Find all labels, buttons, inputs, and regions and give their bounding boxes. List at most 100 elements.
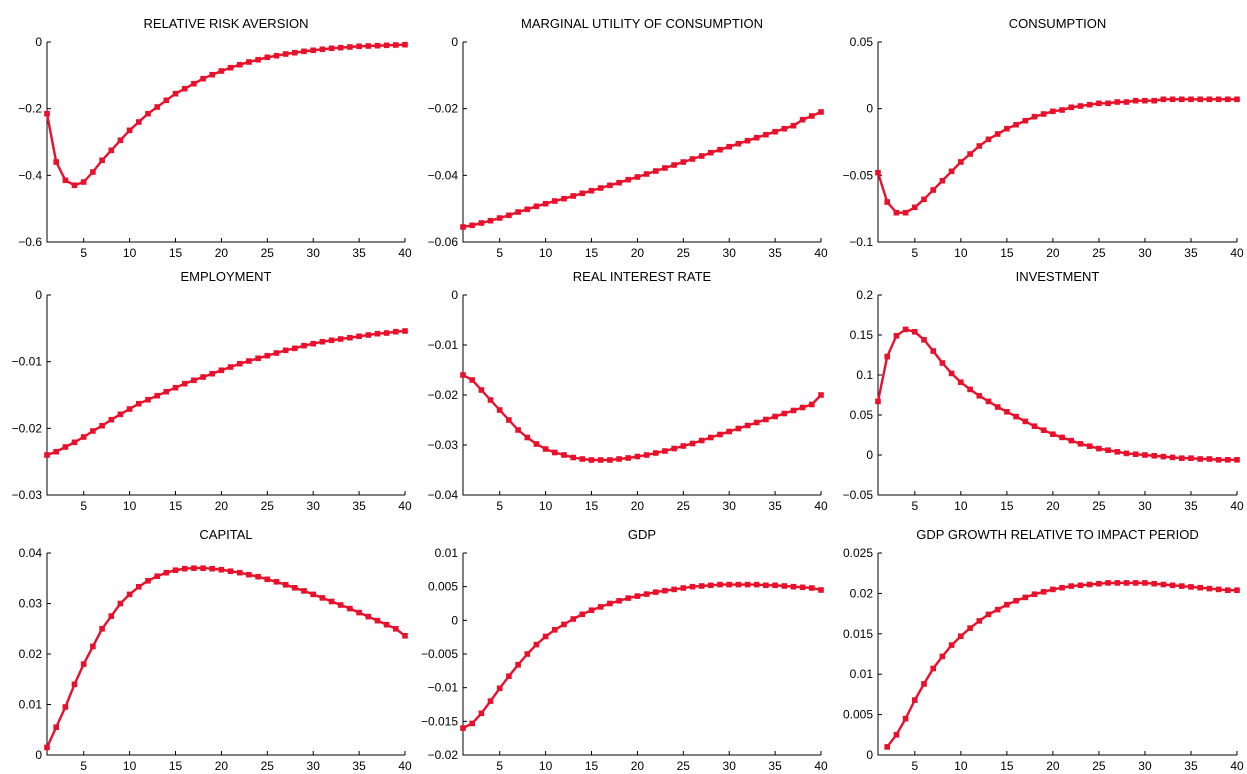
y-tick-label: −0.6 (18, 235, 42, 249)
data-point (99, 422, 105, 429)
data-point (200, 565, 206, 571)
data-point (218, 566, 225, 573)
series-line (462, 110, 822, 229)
data-point (402, 633, 408, 639)
data-point (948, 642, 955, 648)
data-point (136, 119, 142, 125)
data-point (393, 328, 399, 335)
y-tick-label: 0.04 (19, 546, 43, 560)
x-tick-label: 40 (398, 246, 412, 260)
data-point (607, 457, 613, 463)
chart-panel-2: MARGINAL UTILITY OF CONSUMPTION 5 10 15 20 25… (428, 16, 828, 260)
y-tick-label: 0.005 (428, 580, 458, 594)
data-point (487, 698, 494, 704)
data-point (163, 388, 170, 395)
x-tick-label: 25 (1092, 246, 1106, 260)
y-tick-label: −0.01 (428, 338, 459, 352)
data-point (1096, 100, 1102, 107)
x-tick-label: 35 (1184, 759, 1198, 773)
data-point (1151, 580, 1157, 587)
y-tick-label: 0.01 (19, 698, 43, 712)
x-tick-label: 10 (123, 499, 137, 513)
panel-title: INVESTMENT (1016, 269, 1100, 284)
data-point (80, 661, 87, 667)
data-point (1096, 580, 1102, 587)
data-point (930, 348, 936, 354)
data-point (799, 116, 806, 123)
data-point (1031, 423, 1038, 429)
x-tick-label: 30 (307, 499, 321, 513)
data-point (763, 416, 769, 423)
data-point (1197, 456, 1203, 462)
chart-panel-4: EMPLOYMENT 5 10 15 20 25 30 35 40 −0.03 −0.02 −0.01… (12, 269, 412, 513)
data-point (246, 358, 252, 364)
series-line (876, 98, 1237, 214)
data-point (653, 168, 659, 174)
data-point (478, 710, 485, 717)
data-point (597, 457, 604, 463)
data-point (117, 137, 124, 144)
x-tick-label: 5 (80, 499, 87, 513)
data-point (1142, 97, 1148, 104)
data-point (301, 48, 307, 55)
data-point (515, 662, 521, 668)
data-point (227, 568, 234, 574)
data-point (53, 159, 59, 165)
data-point (561, 621, 567, 628)
data-point (117, 411, 124, 418)
data-point (1188, 455, 1194, 461)
data-point (1234, 587, 1240, 593)
data-point (579, 190, 586, 197)
data-point (542, 633, 549, 640)
axis-lines (46, 42, 405, 243)
data-point (625, 595, 631, 601)
chart-panel-1: RELATIVE RISK AVERSION 5 10 15 20 25 30 35 40 −0.… (18, 16, 412, 260)
x-tick-label: 35 (352, 759, 366, 773)
data-point (1123, 99, 1130, 105)
y-tick-label: 0 (451, 288, 458, 302)
data-point (515, 427, 521, 433)
data-point (884, 199, 890, 205)
data-point (255, 56, 261, 63)
x-tick-label: 20 (631, 499, 645, 513)
x-tick-label: 20 (215, 759, 229, 773)
data-point (930, 665, 936, 672)
data-point (708, 434, 714, 441)
data-point (625, 455, 631, 461)
data-point (469, 222, 475, 229)
y-tick-label: −0.04 (428, 488, 459, 502)
data-point (487, 217, 494, 224)
data-point (893, 732, 900, 738)
x-tick-label: 10 (539, 759, 553, 773)
data-point (337, 336, 344, 342)
data-point (181, 565, 188, 572)
data-point (1114, 99, 1121, 105)
x-tick-label: 15 (169, 499, 183, 513)
y-tick-label: 0.03 (19, 597, 43, 611)
chart-panel-3: CONSUMPTION 5 10 15 20 25 30 35 40 −0.1 −0.05 0 0.05 (843, 16, 1244, 260)
data-point (1086, 443, 1093, 449)
data-point (1022, 594, 1029, 601)
axis-lines (877, 295, 1237, 496)
data-point (902, 326, 909, 333)
data-point (90, 428, 96, 434)
data-point (53, 724, 59, 730)
data-point (616, 179, 622, 186)
data-point (172, 90, 179, 97)
data-point (1050, 431, 1056, 437)
data-point (662, 165, 668, 171)
y-tick-label: −0.2 (18, 102, 42, 116)
data-point (1160, 96, 1167, 103)
x-tick-label: 35 (352, 499, 366, 513)
panel-title: MARGINAL UTILITY OF CONSUMPTION (521, 16, 763, 31)
x-tick-label: 15 (585, 246, 599, 260)
x-tick-label: 30 (1138, 759, 1152, 773)
panel-title: GDP (628, 527, 656, 542)
data-point (374, 42, 381, 49)
data-point (126, 127, 133, 134)
x-tick-label: 5 (911, 246, 918, 260)
data-point (80, 179, 87, 185)
data-point (145, 396, 151, 403)
y-tick-label: −0.015 (421, 714, 458, 728)
x-tick-label: 25 (261, 499, 275, 513)
